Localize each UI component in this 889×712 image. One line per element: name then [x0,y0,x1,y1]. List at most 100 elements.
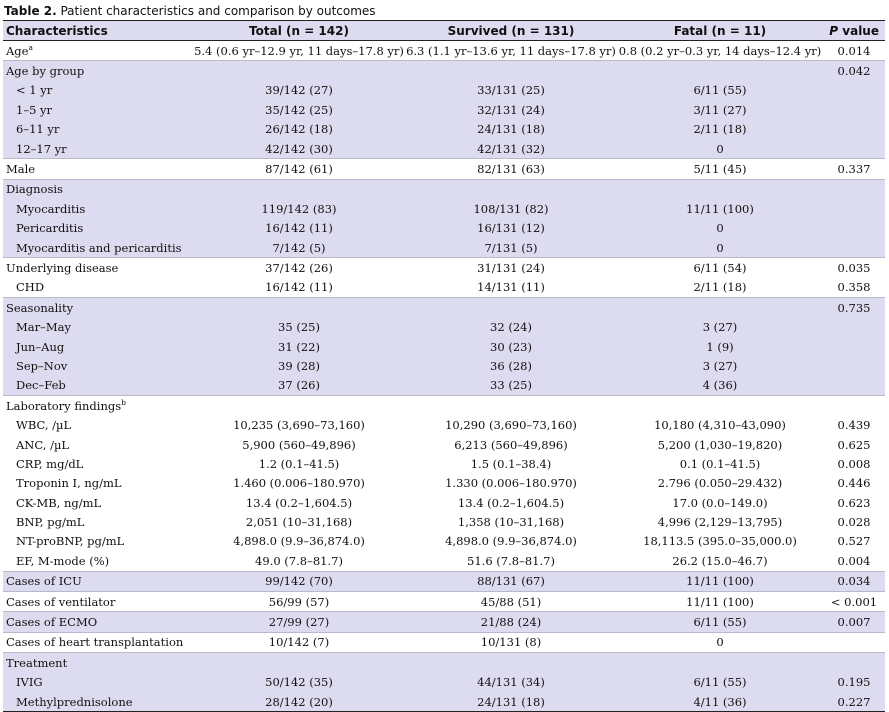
cell-survived: 45/88 (51) [405,590,617,612]
cell-characteristic: Age by group [3,60,193,81]
characteristic-label: ANC, /µL [16,437,70,452]
cell-fatal: 4 (36) [617,375,823,396]
cell-fatal: 4/11 (36) [617,691,823,712]
cell-total: 10,235 (3,690–73,160) [193,415,405,435]
cell-characteristic: Seasonality [3,297,193,318]
cell-survived: 30 (23) [405,336,617,357]
cell-p-value: 0.439 [823,415,885,435]
table-row: Diagnosis [3,178,885,200]
cell-p-value [823,237,885,258]
cell-survived: 1.330 (0.006–180.970) [405,473,617,493]
cell-survived: 32 (24) [405,317,617,337]
characteristic-label: Age [6,43,29,58]
cell-survived [405,297,617,318]
cell-characteristic: CRP, mg/dL [3,454,193,474]
table-row: 6–11 yr 26/142 (18) 24/131 (18) 2/11 (18) [3,119,885,139]
cell-fatal: 10,180 (4,310–43,090) [617,415,823,435]
cell-characteristic: NT-proBNP, pg/mL [3,531,193,552]
cell-total: 1.2 (0.1–41.5) [193,454,405,474]
table-row: CHD 16/142 (11) 14/131 (11) 2/11 (18) 0.358 [3,277,885,298]
cell-survived: 33 (25) [405,375,617,396]
characteristic-label: Treatment [6,655,68,670]
cell-p-value [823,652,885,673]
table-row: Cases of heart transplantation 10/142 (7)… [3,631,885,653]
cell-survived: 7/131 (5) [405,237,617,258]
cell-p-value [823,395,885,416]
cell-characteristic: Myocarditis and pericarditis [3,237,193,258]
cell-fatal: 6/11 (55) [617,672,823,692]
cell-survived: 10/131 (8) [405,631,617,653]
cell-fatal: 3 (27) [617,356,823,376]
cell-p-value [823,336,885,357]
table-row: Seasonality 0.735 [3,297,885,318]
cell-survived: 42/131 (32) [405,138,617,159]
cell-total: 39/142 (27) [193,80,405,101]
cell-fatal: 26.2 (15.0–46.7) [617,551,823,572]
cell-total: 39 (28) [193,356,405,376]
footnote-marker: b [121,397,126,407]
characteristic-label: Troponin I, ng/mL [16,476,122,491]
cell-characteristic: Agea [3,40,193,61]
table-row: Pericarditis 16/142 (11) 16/131 (12) 0 [3,218,885,238]
table-row: Laboratory findingsb [3,395,885,416]
cell-fatal [617,60,823,81]
table-row: Sep–Nov 39 (28) 36 (28) 3 (27) [3,356,885,376]
cell-survived: 1.5 (0.1–38.4) [405,454,617,474]
cell-survived: 4,898.0 (9.9–36,874.0) [405,531,617,552]
table-row: Male 87/142 (61) 82/131 (63) 5/11 (45) 0.337 [3,158,885,180]
cell-characteristic: CK-MB, ng/mL [3,492,193,513]
cell-p-value [823,178,885,200]
cell-characteristic: Underlying disease [3,257,193,278]
cell-total: 56/99 (57) [193,590,405,612]
table-row: Age by group 0.042 [3,60,885,81]
cell-survived: 82/131 (63) [405,158,617,180]
cell-fatal: 0 [617,237,823,258]
cell-total: 37 (26) [193,375,405,396]
cell-fatal [617,395,823,416]
cell-total: 26/142 (18) [193,119,405,139]
table-row: Troponin I, ng/mL 1.460 (0.006–180.970) 1.… [3,473,885,493]
cell-total: 31 (22) [193,336,405,357]
cell-total: 35/142 (25) [193,100,405,120]
table-caption-text: Patient characteristics and comparison b… [56,4,376,18]
table-row: 12–17 yr 42/142 (30) 42/131 (32) 0 [3,138,885,159]
characteristic-label: Age by group [6,64,85,79]
cell-characteristic: Jun–Aug [3,336,193,357]
cell-fatal: 11/11 (100) [617,199,823,219]
table-row: Jun–Aug 31 (22) 30 (23) 1 (9) [3,336,885,357]
cell-p-value [823,631,885,653]
header-total: Total (n = 142) [193,20,405,41]
characteristic-label: Cases of ventilator [6,594,116,609]
header-p-value: P value [823,20,885,41]
cell-survived: 51.6 (7.8–81.7) [405,551,617,572]
cell-fatal: 17.0 (0.0–149.0) [617,492,823,513]
characteristic-label: < 1 yr [16,83,53,98]
characteristic-label: Laboratory findings [6,398,122,413]
cell-p-value: 0.028 [823,512,885,532]
characteristic-label: CK-MB, ng/mL [16,495,102,510]
table-row: EF, M-mode (%) 49.0 (7.8–81.7) 51.6 (7.8–8… [3,551,885,572]
table-row: Treatment [3,652,885,673]
cell-total: 50/142 (35) [193,672,405,692]
cell-p-value [823,80,885,101]
cell-fatal [617,178,823,200]
characteristic-label: Methylprednisolone [16,694,133,709]
cell-survived [405,395,617,416]
cell-survived: 32/131 (24) [405,100,617,120]
table-row: < 1 yr 39/142 (27) 33/131 (25) 6/11 (55) [3,80,885,101]
cell-p-value [823,100,885,120]
cell-survived [405,178,617,200]
table-row: Cases of ECMO 27/99 (27) 21/88 (24) 6/11 (5… [3,611,885,633]
table-row: Cases of ICU 99/142 (70) 88/131 (67) 11/11 … [3,570,885,592]
header-p-italic: P [829,23,839,38]
table-row: BNP, pg/mL 2,051 (10–31,168) 1,358 (10–31,… [3,512,885,532]
cell-characteristic: Cases of ventilator [3,590,193,612]
cell-fatal: 2/11 (18) [617,119,823,139]
table-row: Underlying disease 37/142 (26) 31/131 (24)… [3,257,885,278]
header-survived: Survived (n = 131) [405,20,617,41]
cell-characteristic: Sep–Nov [3,356,193,376]
characteristic-label: Pericarditis [16,221,84,236]
cell-total: 4,898.0 (9.9–36,874.0) [193,531,405,552]
table-row: IVIG 50/142 (35) 44/131 (34) 6/11 (55) 0.195 [3,672,885,692]
cell-fatal: 5,200 (1,030–19,820) [617,434,823,455]
